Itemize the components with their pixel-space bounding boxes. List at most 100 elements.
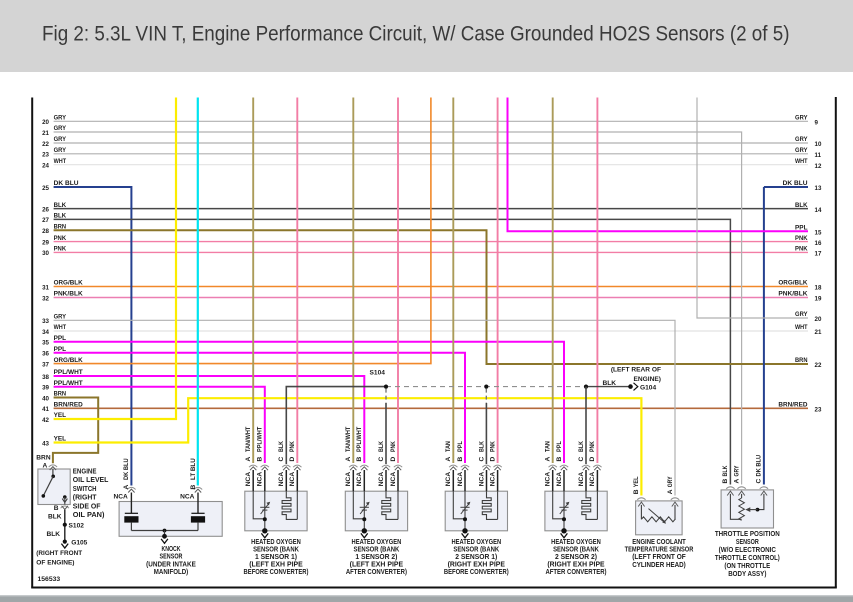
svg-text:D: D [390,457,397,462]
svg-text:D: D [589,457,596,462]
svg-text:2 SENSOR 2): 2 SENSOR 2) [555,554,597,561]
svg-text:B: B [54,505,59,512]
svg-text:NCA: NCA [378,472,385,487]
svg-text:TAN/WHT: TAN/WHT [345,427,352,452]
svg-text:11: 11 [815,152,822,159]
svg-text:PNK/BLK: PNK/BLK [54,291,83,298]
svg-text:NCA: NCA [556,472,563,487]
svg-text:YEL: YEL [54,436,67,443]
svg-text:GRY: GRY [54,115,67,122]
svg-text:(UNDER INTAKE: (UNDER INTAKE [146,561,196,568]
svg-text:WHT: WHT [795,158,808,165]
svg-text:PPL: PPL [795,224,808,231]
svg-text:C: C [756,479,763,484]
svg-text:23: 23 [42,152,49,159]
svg-text:PPL/WHT: PPL/WHT [356,427,363,452]
svg-text:BLK: BLK [795,202,808,209]
svg-text:AFTER CONVERTER): AFTER CONVERTER) [545,569,606,576]
svg-text:(RIGHT EXH PIPE: (RIGHT EXH PIPE [448,562,506,569]
svg-text:DK BLU: DK BLU [756,455,763,477]
svg-text:BLK: BLK [603,380,617,387]
svg-text:C: C [478,457,485,462]
svg-text:43: 43 [42,440,49,447]
svg-text:B: B [633,489,640,494]
svg-text:(LEFT EXH PIPE: (LEFT EXH PIPE [350,562,404,569]
svg-text:WHT: WHT [795,324,808,331]
svg-text:B: B [356,457,363,462]
svg-text:BLK: BLK [722,465,729,476]
svg-text:S102: S102 [69,522,85,529]
svg-text:BRN: BRN [54,224,67,231]
svg-text:27: 27 [42,217,49,224]
svg-text:NCA: NCA [289,472,296,487]
svg-text:21: 21 [815,329,822,336]
svg-text:BLK: BLK [54,213,67,220]
svg-text:(LEFT REAR OF: (LEFT REAR OF [611,367,661,374]
svg-text:17: 17 [815,251,822,258]
svg-text:NCA: NCA [114,494,129,501]
svg-text:A: A [445,457,452,462]
svg-text:A: A [667,489,674,494]
svg-text:G105: G105 [71,539,87,546]
svg-text:OF ENGINE): OF ENGINE) [36,559,74,566]
svg-text:BLK: BLK [46,531,60,538]
svg-text:28: 28 [42,228,49,235]
svg-text:PNK/BLK: PNK/BLK [778,291,807,298]
svg-text:NCA: NCA [578,472,585,487]
svg-text:13: 13 [815,185,822,192]
svg-text:23: 23 [815,407,822,414]
svg-text:HEATED OXYGEN: HEATED OXYGEN [251,539,301,546]
svg-text:SENSOR (BANK: SENSOR (BANK [553,547,599,554]
svg-text:GRY: GRY [54,314,67,321]
svg-text:PPL/WHT: PPL/WHT [54,369,83,376]
svg-text:D: D [489,457,496,462]
svg-text:BRN/RED: BRN/RED [54,402,83,409]
svg-text:A: A [245,457,252,462]
svg-text:BRN: BRN [54,391,67,398]
svg-text:PPL: PPL [457,441,464,452]
svg-text:HEATED OXYGEN: HEATED OXYGEN [551,539,601,546]
svg-text:15: 15 [815,229,822,236]
svg-text:NCA: NCA [445,472,452,487]
svg-text:42: 42 [42,417,49,424]
svg-text:GRY: GRY [795,311,808,318]
svg-text:18: 18 [815,285,822,292]
svg-text:GRY: GRY [733,465,740,476]
svg-text:38: 38 [42,374,49,381]
svg-text:BLK: BLK [478,441,485,452]
svg-text:156533: 156533 [38,576,61,583]
svg-text:OIL LEVEL: OIL LEVEL [73,477,109,484]
svg-text:A: A [545,457,552,462]
svg-text:NCA: NCA [390,472,397,487]
svg-text:BEFORE CONVERTER): BEFORE CONVERTER) [244,569,309,576]
svg-text:B: B [190,485,197,490]
svg-text:D: D [289,457,296,462]
svg-text:NCA: NCA [489,472,496,487]
svg-text:2 SENSOR 1): 2 SENSOR 1) [455,554,497,561]
svg-text:9: 9 [815,120,819,127]
svg-text:B: B [257,457,264,462]
svg-text:YEL: YEL [633,476,640,487]
svg-text:32: 32 [42,295,49,302]
svg-text:A: A [345,457,352,462]
svg-text:10: 10 [815,141,822,148]
svg-text:NCA: NCA [478,472,485,487]
svg-text:ENGINE): ENGINE) [634,376,661,383]
svg-text:WHT: WHT [54,158,67,165]
svg-text:16: 16 [815,240,822,247]
svg-text:BLK: BLK [48,514,62,521]
svg-text:22: 22 [815,362,822,369]
svg-text:GRY: GRY [54,125,67,132]
svg-text:NCA: NCA [245,472,252,487]
svg-text:AFTER CONVERTER): AFTER CONVERTER) [346,569,407,576]
svg-text:(RIGHT FRONT: (RIGHT FRONT [36,550,82,557]
svg-text:SENSOR (BANK: SENSOR (BANK [354,547,400,554]
svg-text:BLK: BLK [378,441,385,452]
svg-text:26: 26 [42,206,49,213]
svg-text:CYLINDER HEAD): CYLINDER HEAD) [632,562,686,569]
svg-text:36: 36 [42,351,49,358]
svg-text:GRY: GRY [795,136,808,143]
svg-text:40: 40 [42,395,49,402]
svg-text:DK BLU: DK BLU [783,180,808,187]
svg-text:TEMPERATURE SENSOR: TEMPERATURE SENSOR [625,547,694,554]
